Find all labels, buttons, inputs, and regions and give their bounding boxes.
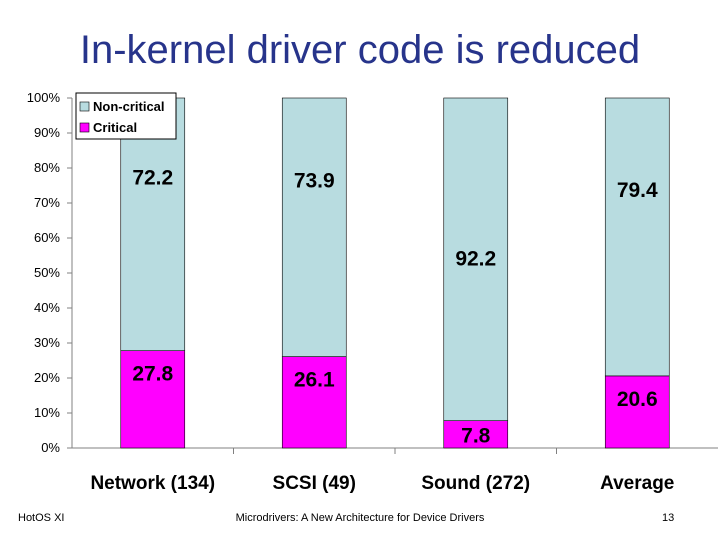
y-tick-label: 60%: [34, 230, 60, 245]
x-category-label: Sound (272): [421, 473, 530, 494]
legend-box: [75, 92, 177, 140]
bar-noncritical: [281, 97, 347, 357]
data-label-noncritical: 73.9: [294, 169, 335, 192]
y-tick-label: 0%: [41, 440, 60, 455]
y-tick-label: 70%: [34, 195, 60, 210]
slide-title: In-kernel driver code is reduced: [79, 28, 641, 72]
legend-swatch: [79, 122, 90, 133]
legend-swatch: [79, 101, 90, 112]
bar-noncritical: [443, 97, 509, 422]
y-tick-label: 80%: [34, 160, 60, 175]
y-tick-label: 10%: [34, 405, 60, 420]
x-category-label: Network (134): [90, 473, 215, 494]
y-tick-label: 90%: [34, 125, 60, 140]
y-tick-label: 40%: [34, 300, 60, 315]
footer-talk-title: Microdrivers: A New Architecture for Dev…: [235, 512, 485, 524]
x-category-label: SCSI (49): [273, 473, 356, 494]
footer-venue: HotOS XI: [18, 512, 65, 524]
data-label-critical: 26.1: [294, 369, 335, 392]
data-label-noncritical: 72.2: [132, 166, 173, 189]
y-tick-label: 50%: [34, 265, 60, 280]
bar-critical: [281, 356, 347, 449]
data-label-critical: 20.6: [617, 388, 658, 411]
bar-critical: [443, 420, 509, 449]
data-label-noncritical: 79.4: [617, 179, 658, 202]
data-label-critical: 27.8: [132, 363, 173, 386]
bar-noncritical: [120, 97, 186, 351]
legend-label: Non-critical: [93, 99, 165, 114]
footer-page-number: 13: [662, 512, 675, 524]
bar-critical: [604, 375, 670, 449]
y-tick-label: 20%: [34, 370, 60, 385]
y-tick-label: 30%: [34, 335, 60, 350]
data-label-noncritical: 92.2: [455, 247, 496, 270]
bar-noncritical: [604, 97, 670, 377]
x-category-label: Average: [600, 473, 674, 494]
data-label-critical: 7.8: [461, 425, 491, 448]
legend-label: Critical: [93, 120, 137, 135]
stacked-bar-chart: 0% 10% 20% 30% 40% 50% 60% 70% 80% 90% 100% 27.8 72.…: [27, 90, 718, 494]
y-tick-label: 100%: [27, 90, 61, 105]
